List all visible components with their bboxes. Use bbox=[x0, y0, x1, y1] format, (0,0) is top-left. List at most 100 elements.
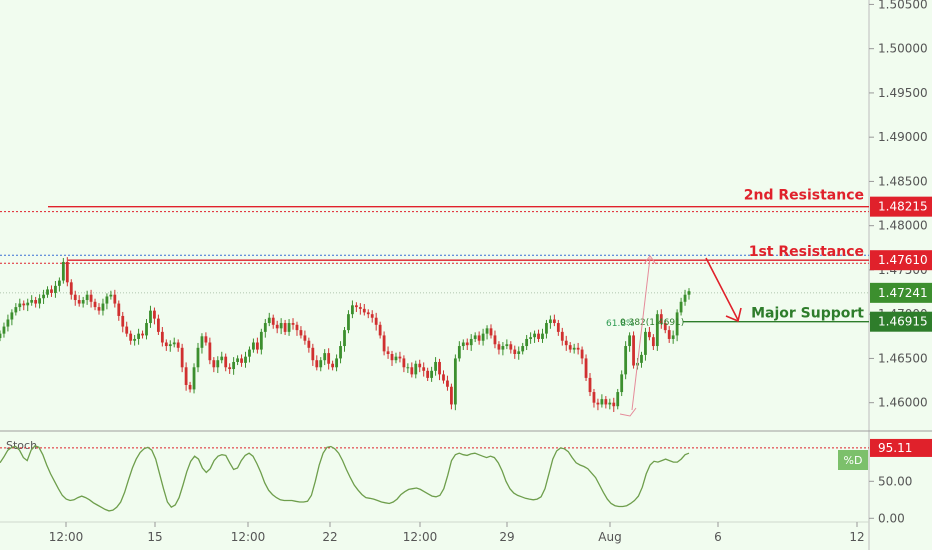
time-tick-label: 12:00 bbox=[403, 530, 438, 544]
candle-body bbox=[687, 291, 691, 295]
candle-body bbox=[101, 303, 105, 311]
candle-body bbox=[434, 361, 437, 371]
candlestick-series[interactable] bbox=[0, 257, 691, 412]
candle-body bbox=[18, 303, 22, 308]
candle-body bbox=[493, 335, 497, 345]
candle-body bbox=[287, 323, 291, 332]
candle-body bbox=[556, 323, 560, 332]
candle-body bbox=[22, 303, 26, 306]
candle-body bbox=[319, 360, 323, 368]
candle-body bbox=[168, 344, 172, 347]
candle-body bbox=[125, 326, 129, 334]
current-price-tag: 1.47241 bbox=[870, 282, 932, 303]
candle-body bbox=[109, 294, 113, 297]
candle-body bbox=[30, 300, 34, 303]
stoch-legend: %D bbox=[838, 450, 868, 470]
candle-body bbox=[57, 280, 61, 286]
time-tick-label: 29 bbox=[499, 530, 514, 544]
candle-body bbox=[65, 261, 69, 283]
candle-body bbox=[473, 335, 477, 339]
candle-body bbox=[81, 300, 85, 304]
candle-body bbox=[263, 323, 267, 332]
candle-body bbox=[370, 314, 374, 318]
candle-body bbox=[184, 367, 188, 385]
candle-body bbox=[537, 333, 540, 339]
candle-body bbox=[105, 296, 109, 304]
major-support-price-tag: 1.46915 bbox=[870, 311, 932, 332]
candle-body bbox=[604, 399, 608, 405]
candle-body bbox=[311, 347, 315, 361]
time-tick-label: 6 bbox=[714, 530, 722, 544]
candle-body bbox=[541, 333, 544, 339]
candle-body bbox=[390, 354, 394, 361]
candle-body bbox=[73, 294, 77, 301]
candle-body bbox=[331, 363, 335, 368]
candle-body bbox=[580, 349, 584, 359]
candle-body bbox=[576, 347, 580, 350]
candle-body bbox=[303, 335, 307, 341]
candle-body bbox=[505, 344, 509, 347]
candle-body bbox=[584, 358, 588, 378]
candle-body bbox=[0, 333, 2, 339]
candle-body bbox=[644, 331, 647, 355]
candle-body bbox=[450, 386, 453, 405]
candle-body bbox=[382, 335, 386, 352]
current-price: 1.47241 bbox=[878, 286, 928, 300]
candle-body bbox=[38, 298, 41, 304]
time-tick-label: 12 bbox=[849, 530, 864, 544]
time-tick-label: 22 bbox=[322, 530, 337, 544]
candle-body bbox=[533, 333, 536, 338]
candle-body bbox=[46, 289, 49, 295]
candle-body bbox=[549, 319, 552, 324]
candle-body bbox=[521, 346, 525, 352]
candle-body bbox=[323, 353, 327, 361]
up-arrow-head bbox=[643, 255, 657, 265]
candle-body bbox=[85, 294, 89, 301]
stoch-threshold-value: 95.11 bbox=[878, 441, 912, 455]
candle-body bbox=[133, 338, 137, 341]
candle-body bbox=[469, 338, 473, 346]
candle-body bbox=[192, 367, 196, 390]
candle-body bbox=[358, 307, 362, 309]
stoch-tick-label: 0.00 bbox=[878, 511, 905, 525]
second-resistance-price: 1.48215 bbox=[878, 200, 928, 214]
candle-body bbox=[426, 370, 430, 378]
price-tick-label: 1.46000 bbox=[878, 396, 928, 410]
candle-body bbox=[679, 301, 683, 313]
candle-body bbox=[624, 346, 628, 375]
time-axis[interactable]: 12:00 15 12:00 22 12:00 29 Aug 6 12 bbox=[49, 522, 865, 544]
candle-body bbox=[335, 358, 338, 368]
candle-body bbox=[156, 318, 160, 332]
candle-body bbox=[200, 336, 204, 348]
stoch-axis[interactable]: 0.00 50.00 bbox=[869, 474, 912, 525]
price-tick-label: 1.48000 bbox=[878, 219, 928, 233]
candle-body bbox=[6, 319, 10, 327]
candle-body bbox=[378, 324, 382, 336]
candle-body bbox=[485, 328, 489, 334]
candle-body bbox=[612, 402, 616, 407]
major-support-label: Major Support bbox=[751, 306, 864, 322]
candle-body bbox=[608, 402, 612, 405]
candle-body bbox=[236, 358, 239, 362]
candle-body bbox=[34, 300, 38, 304]
major-support-price: 1.46915 bbox=[878, 315, 928, 329]
candle-body bbox=[398, 356, 402, 359]
candle-body bbox=[616, 392, 620, 407]
candle-body bbox=[255, 342, 259, 350]
candle-body bbox=[481, 333, 485, 341]
candle-body bbox=[489, 328, 493, 336]
candle-body bbox=[279, 323, 283, 329]
candle-body bbox=[410, 367, 414, 375]
candle-body bbox=[113, 294, 117, 304]
candle-body bbox=[61, 261, 65, 281]
candle-body bbox=[339, 346, 342, 359]
candle-body bbox=[406, 367, 410, 369]
candle-body bbox=[271, 317, 275, 325]
candle-body bbox=[188, 384, 192, 390]
candle-body bbox=[2, 326, 6, 334]
candle-body bbox=[430, 370, 434, 378]
candle-body bbox=[663, 323, 667, 331]
candle-body bbox=[153, 310, 156, 319]
candle-body bbox=[89, 294, 93, 302]
